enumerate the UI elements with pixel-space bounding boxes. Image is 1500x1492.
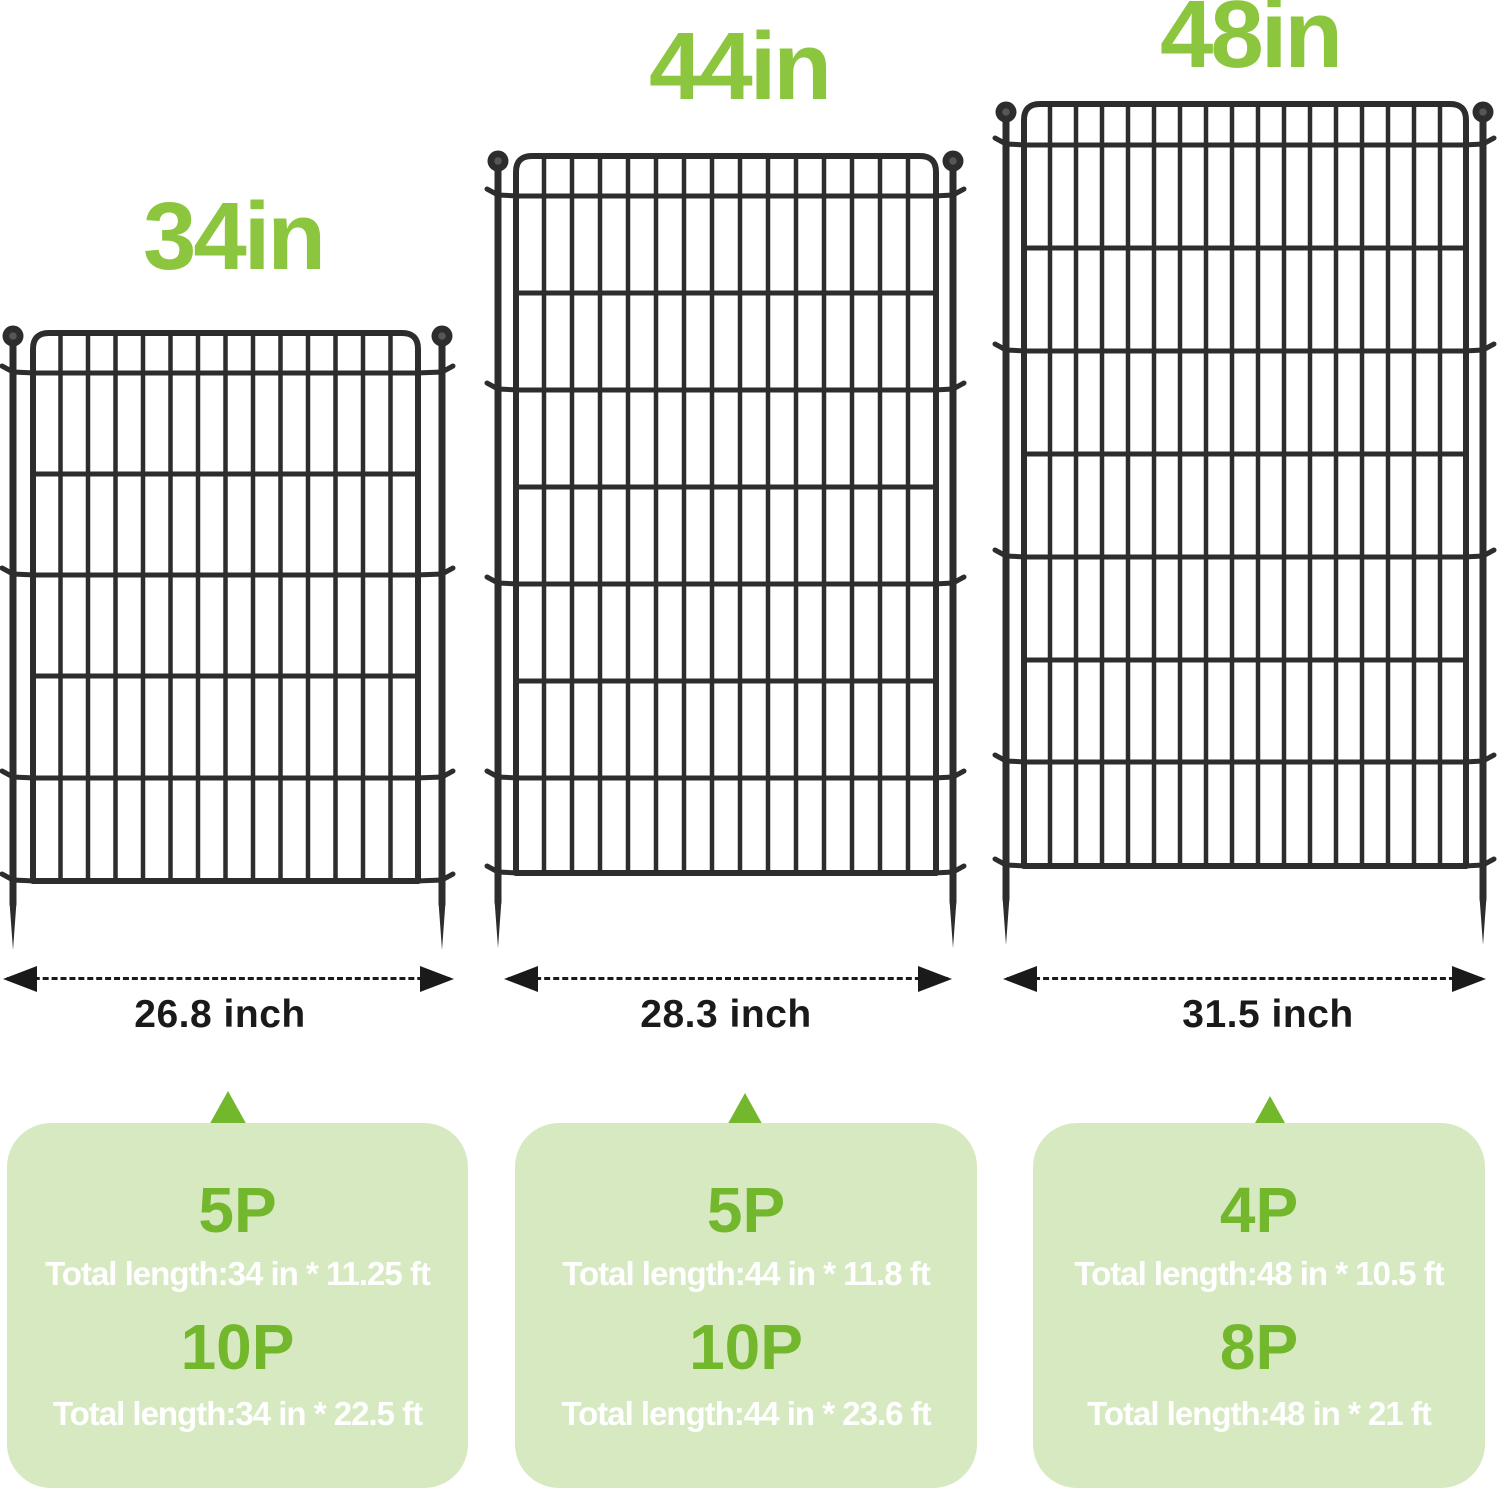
pack-total-length-label: Total length:34 in * 22.5 ft <box>52 1395 423 1432</box>
ground-spike <box>9 902 17 950</box>
pack-qty-label: 5P <box>706 1174 786 1246</box>
ground-spike <box>1002 897 1010 945</box>
height-heading-34in: 34in <box>142 183 326 290</box>
arrowhead-right-icon <box>1452 965 1486 992</box>
pack-qty-label: 5P <box>198 1174 277 1246</box>
panel-post-hook <box>413 871 456 884</box>
panel-post-hook <box>413 363 456 376</box>
fence-illustration-44in <box>484 150 967 948</box>
width-dimension-arrow-48in <box>1003 965 1486 992</box>
pack-qty-label: 10P <box>689 1311 803 1383</box>
ground-spike <box>494 900 502 948</box>
post-ball-center <box>438 332 446 340</box>
post-ball-center <box>494 157 502 165</box>
arrowhead-left-icon <box>3 965 37 992</box>
arrowhead-left-icon <box>1003 965 1037 992</box>
pack-options-box-44in: 5P Total length:44 in * 11.8 ft 10P Tota… <box>515 1123 977 1488</box>
post-ball-center <box>1479 108 1487 116</box>
width-dimension-arrow-44in <box>504 965 952 992</box>
width-label-34in: 26.8 inch <box>134 993 306 1036</box>
arrowhead-right-icon <box>420 965 454 992</box>
width-dimension-arrow-34in <box>3 965 454 992</box>
height-heading-48in: 48in <box>1159 0 1343 88</box>
pack-total-length-label: Total length:44 in * 23.6 ft <box>561 1395 931 1432</box>
width-label-48in: 31.5 inch <box>1182 993 1354 1036</box>
height-heading-44in: 44in <box>648 13 832 120</box>
arrowhead-right-icon <box>918 965 952 992</box>
fence-panel-frame <box>1021 101 1469 869</box>
fence-panel-frame <box>513 153 939 876</box>
fence-panel-frame <box>30 330 421 884</box>
pack-total-length-label: Total length:48 in * 21 ft <box>1087 1395 1432 1432</box>
post-ball-center <box>949 157 957 165</box>
fence-illustration-48in <box>992 101 1497 945</box>
panel-post-hook <box>413 768 456 781</box>
post-ball-center <box>1002 108 1010 116</box>
ground-spike <box>1479 897 1487 945</box>
panel-post-hook <box>413 565 456 578</box>
fence-illustration-34in <box>0 325 456 950</box>
post-ball-center <box>9 332 17 340</box>
pack-options-box-34in: 5P Total length:34 in * 11.25 ft 10P Tot… <box>7 1123 468 1488</box>
ground-spike <box>949 900 957 948</box>
pack-options-box-48in: 4P Total length:48 in * 10.5 ft 8P Total… <box>1033 1123 1485 1488</box>
ground-spike <box>438 902 446 950</box>
pack-qty-label: 10P <box>180 1311 295 1383</box>
pack-qty-label: 8P <box>1219 1311 1299 1383</box>
pack-total-length-label: Total length:48 in * 10.5 ft <box>1074 1255 1444 1292</box>
pack-total-length-label: Total length:44 in * 11.8 ft <box>562 1255 930 1292</box>
pack-qty-label: 4P <box>1219 1174 1299 1246</box>
width-label-44in: 28.3 inch <box>640 993 812 1036</box>
pack-total-length-label: Total length:34 in * 11.25 ft <box>45 1255 431 1292</box>
arrowhead-left-icon <box>504 965 538 992</box>
